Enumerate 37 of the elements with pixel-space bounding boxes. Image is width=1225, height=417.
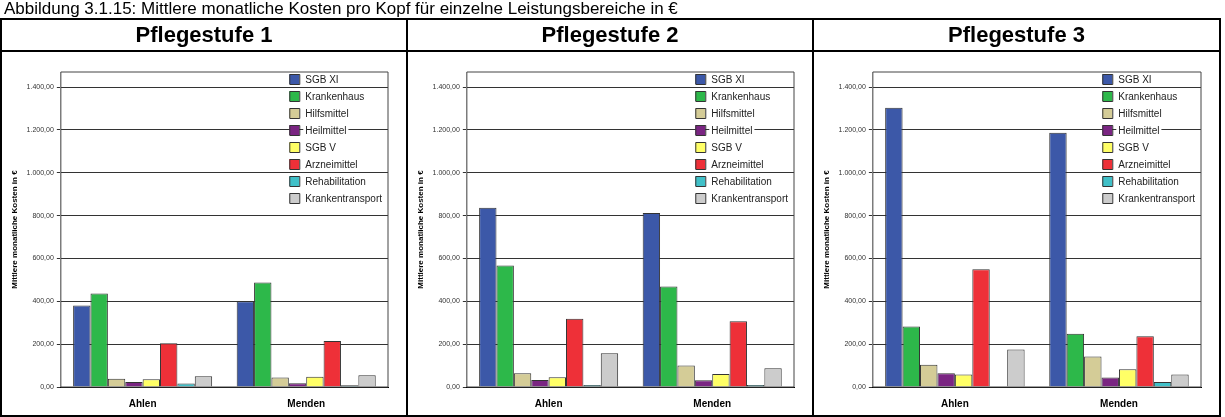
legend-label: Hilfsmittel <box>711 107 755 119</box>
legend-label: Hilfsmittel <box>1118 107 1162 119</box>
legend-label: Heilmittel <box>1118 124 1160 136</box>
x-tick-label: Ahlen <box>534 397 563 409</box>
legend-label: Rehabilitation <box>1118 175 1179 187</box>
y-axis-title: Mittlere monatliche Kosten in € <box>10 169 19 289</box>
legend-label: Heilmittel <box>305 124 347 136</box>
legend-label: SGB V <box>305 141 337 153</box>
x-tick-label: Menden <box>287 397 326 409</box>
legend-label: Rehabilitation <box>305 175 366 187</box>
y-axis-title: Mittlere monatliche Kosten in € <box>822 169 831 289</box>
legend-label: Krankenhaus <box>305 90 365 102</box>
chart-title: Pflegestufe 2 <box>408 20 812 52</box>
legend-label: SGB V <box>711 141 743 153</box>
legend-label: Krankenhaus <box>711 90 771 102</box>
legend-label: Krankentransport <box>711 192 789 204</box>
x-tick-label: Ahlen <box>128 397 157 409</box>
legend-label: Arzneimittel <box>305 158 358 170</box>
legend-label: SGB V <box>1118 141 1150 153</box>
legend-label: Heilmittel <box>711 124 753 136</box>
x-tick-label: Ahlen <box>941 397 969 409</box>
legend-label: SGB XI <box>1118 73 1152 85</box>
legend-label: Rehabilitation <box>711 175 772 187</box>
chart-title: Pflegestufe 3 <box>814 20 1219 52</box>
x-tick-label: Menden <box>1100 397 1138 409</box>
y-axis-title: Mittlere monatliche Kosten in € <box>416 169 425 289</box>
legend-label: SGB XI <box>711 73 745 85</box>
legend-label: Hilfsmittel <box>305 107 349 119</box>
legend-label: Arzneimittel <box>711 158 764 170</box>
legend-label: Arzneimittel <box>1118 158 1171 170</box>
legend-label: Krankentransport <box>1118 192 1196 204</box>
legend-label: SGB XI <box>305 73 339 85</box>
chart-title: Pflegestufe 1 <box>2 20 406 52</box>
legend-label: Krankenhaus <box>1118 90 1178 102</box>
x-tick-label: Menden <box>693 397 732 409</box>
text: Abbildung 3.1.15: Mittlere monatliche Kosten pro Kopf für einzelne Leistungsbereiche in € <box>4 0 678 18</box>
legend-label: Krankentransport <box>305 192 383 204</box>
